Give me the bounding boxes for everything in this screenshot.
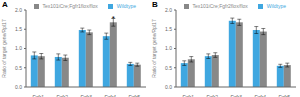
- html-text:Wildtype: Wildtype: [266, 3, 286, 9]
- svg-text:0.5: 0.5: [165, 65, 172, 71]
- html-text:A: A: [2, 0, 8, 9]
- svg-text:Fgfr3: Fgfr3: [80, 94, 92, 97]
- svg-text:Fgfr1: Fgfr1: [182, 94, 194, 97]
- svg-text:0.0: 0.0: [165, 84, 172, 90]
- svg-text:1.0: 1.0: [165, 45, 172, 51]
- svg-text:Fgfr4: Fgfr4: [104, 94, 116, 97]
- html-text:Tex101iCre;Fgfr1flox/flox: Tex101iCre;Fgfr1flox/flox: [42, 3, 98, 9]
- svg-text:Fgfr2: Fgfr2: [206, 94, 218, 97]
- svg-text:Fgfr2: Fgfr2: [56, 94, 68, 97]
- svg-text:2.0: 2.0: [165, 7, 172, 13]
- html-text:Wildtype: Wildtype: [116, 3, 136, 9]
- svg-text:2.0: 2.0: [15, 7, 22, 13]
- svg-text:1.5: 1.5: [15, 26, 22, 32]
- svg-text:Fgfr1: Fgfr1: [32, 94, 44, 97]
- svg-text:0.0: 0.0: [15, 84, 22, 90]
- svg-text:Fgfr5: Fgfr5: [128, 94, 140, 97]
- html-text:Tex101iCre;Fgfr2flox/flox: Tex101iCre;Fgfr2flox/flox: [192, 3, 248, 9]
- svg-text:Ratio of target gene/Rpl17: Ratio of target gene/Rpl17: [151, 19, 157, 78]
- svg-text:Fgfr4: Fgfr4: [254, 94, 266, 97]
- svg-text:Fgfr5: Fgfr5: [278, 94, 290, 97]
- svg-text:Fgfr3: Fgfr3: [230, 94, 242, 97]
- svg-text:0.5: 0.5: [15, 65, 22, 71]
- svg-text:1.0: 1.0: [15, 45, 22, 51]
- svg-text:1.5: 1.5: [165, 26, 172, 32]
- html-text:B: B: [152, 0, 158, 9]
